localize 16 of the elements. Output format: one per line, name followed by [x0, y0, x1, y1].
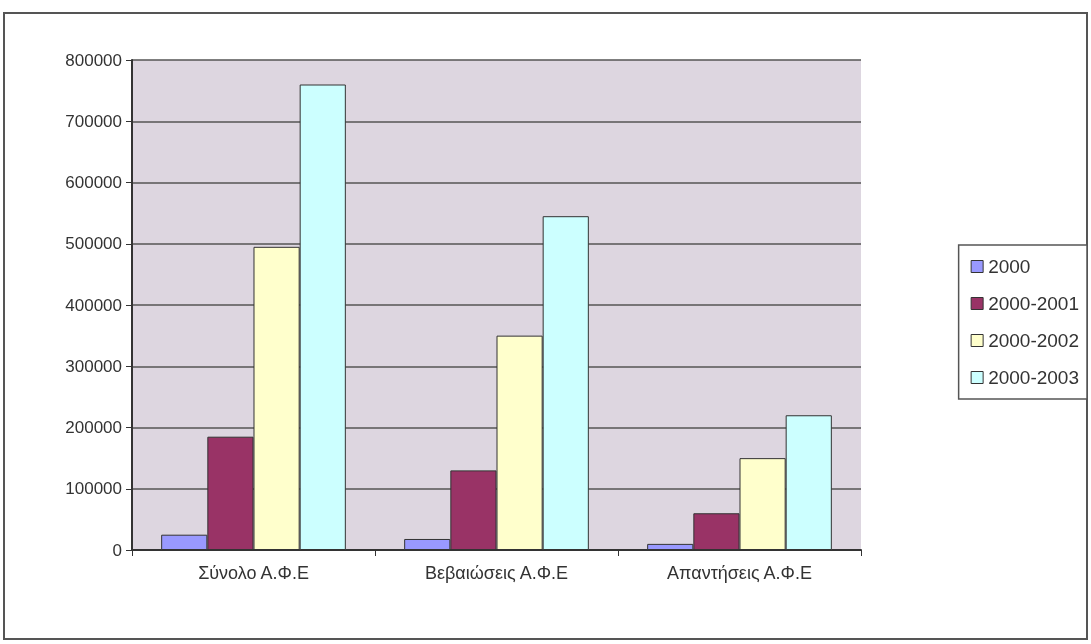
y-tick-label: 800000 — [65, 50, 122, 70]
x-tick-label: Σύνολο Α.Φ.Ε — [198, 563, 309, 583]
y-tick-label: 200000 — [65, 418, 122, 437]
legend-label: 2000 — [988, 256, 1031, 277]
y-tick-label: 100000 — [65, 479, 122, 499]
legend-label: 2000-2002 — [988, 330, 1080, 351]
x-tick-label: Απαντήσεις Α.Φ.Ε — [667, 563, 812, 583]
y-tick-label: 700000 — [65, 111, 122, 131]
x-tick-label: Βεβαιώσεις Α.Φ.Ε — [424, 563, 569, 583]
y-tick-label: 500000 — [65, 234, 122, 254]
y-tick-label: 400000 — [65, 295, 122, 315]
legend-label: 2000-2003 — [988, 367, 1080, 388]
legend-label: 2000-2001 — [988, 293, 1080, 314]
y-tick-label: 300000 — [65, 356, 122, 376]
y-tick-label: 0 — [112, 540, 122, 560]
y-tick-label: 600000 — [65, 173, 122, 192]
